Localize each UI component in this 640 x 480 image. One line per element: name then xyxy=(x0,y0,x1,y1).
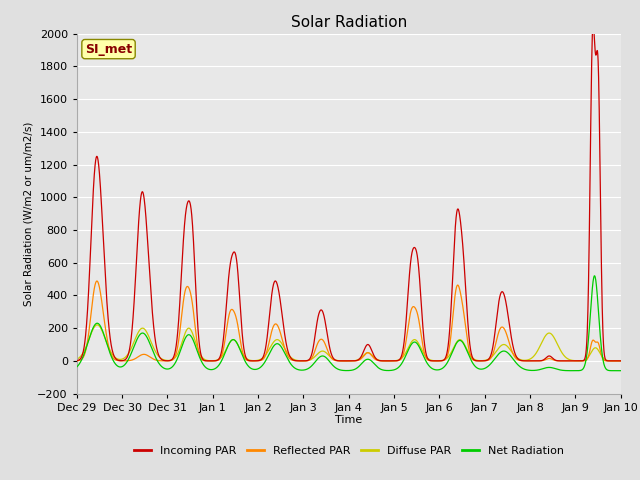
X-axis label: Time: Time xyxy=(335,415,362,425)
Text: SI_met: SI_met xyxy=(85,43,132,56)
Y-axis label: Solar Radiation (W/m2 or um/m2/s): Solar Radiation (W/m2 or um/m2/s) xyxy=(23,121,33,306)
Title: Solar Radiation: Solar Radiation xyxy=(291,15,407,30)
Legend: Incoming PAR, Reflected PAR, Diffuse PAR, Net Radiation: Incoming PAR, Reflected PAR, Diffuse PAR… xyxy=(129,441,568,460)
